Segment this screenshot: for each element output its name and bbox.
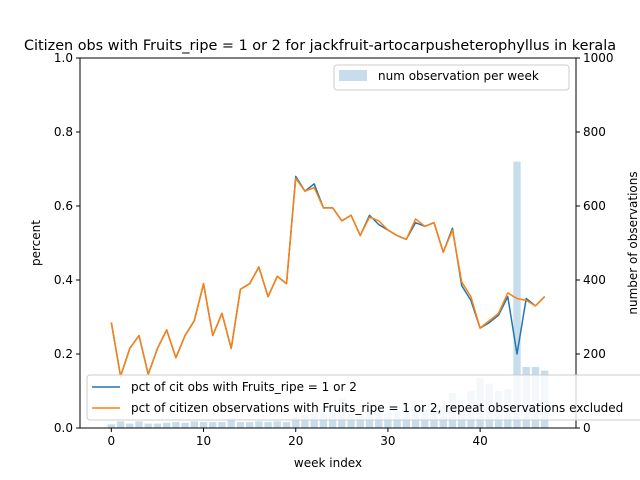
y2-tick-label: 800: [583, 125, 606, 139]
y2-tick-label: 200: [583, 347, 606, 361]
legend-label-series-2: pct of citizen observations with Fruits_…: [131, 401, 623, 415]
legend-swatch-bars: [339, 70, 367, 81]
bar: [245, 422, 254, 428]
bar: [264, 422, 272, 428]
line-series: [110, 175, 546, 377]
bar: [162, 422, 171, 428]
bar: [347, 413, 355, 428]
x-tick-label: 0: [108, 434, 116, 448]
bar: [116, 421, 125, 428]
bar: [172, 422, 180, 428]
bar: [209, 422, 217, 428]
x-tick-label: 20: [288, 434, 303, 448]
y-tick-label: 0.8: [54, 125, 73, 139]
bar: [273, 421, 281, 428]
bar: [513, 161, 521, 428]
bar: [144, 423, 152, 428]
bar: [126, 423, 134, 428]
y2-axis: 0 200 400 600 800 1000: [576, 51, 614, 435]
bar: [301, 415, 309, 428]
legend-label-bars: num observation per week: [378, 69, 539, 83]
y-tick-label: 1.0: [54, 51, 73, 65]
bar: [181, 422, 189, 428]
bar: [356, 413, 364, 428]
plot-frame: [79, 57, 577, 429]
chart-title: Citizen obs with Fruits_ripe = 1 or 2 fo…: [24, 38, 616, 54]
y2-tick-label: 1000: [583, 51, 614, 65]
x-tick-label: 30: [380, 434, 395, 448]
y-axis-label: percent: [29, 220, 43, 266]
series-line-2: [110, 177, 546, 377]
y-tick-label: 0.2: [54, 347, 73, 361]
bar: [292, 416, 300, 428]
bar: [135, 421, 143, 428]
legend-label-series-1: pct of cit obs with Fruits_ripe = 1 or 2: [131, 380, 357, 394]
legend-box: [86, 374, 640, 421]
y2-tick-label: 600: [583, 199, 606, 213]
x-tick-label: 40: [472, 434, 487, 448]
y2-tick-label: 0: [583, 421, 591, 435]
x-tick-label: 10: [196, 434, 211, 448]
y2-tick-label: 400: [583, 273, 606, 287]
bar: [255, 421, 263, 428]
y2-axis-label: number of observations: [626, 171, 640, 314]
bar: [218, 422, 226, 428]
bar: [282, 422, 291, 428]
y-tick-label: 0.0: [54, 421, 73, 435]
bar: [153, 423, 162, 428]
legend-lower: pct of cit obs with Fruits_ripe = 1 or 2…: [86, 374, 640, 421]
y-tick-label: 0.4: [54, 273, 73, 287]
bar: [384, 413, 392, 428]
bar: [236, 422, 245, 428]
bar: [199, 422, 208, 428]
bar: [107, 424, 116, 428]
x-axis-label: week index: [294, 456, 362, 470]
bar: [190, 421, 199, 428]
y-axis: 0.0 0.2 0.4 0.6 0.8 1.0: [54, 51, 80, 435]
bar: [319, 413, 328, 428]
y-tick-label: 0.6: [54, 199, 73, 213]
x-axis: 0 10 20 30 40: [108, 428, 488, 448]
legend-box: [333, 64, 570, 91]
legend-upper-right: num observation per week: [333, 64, 570, 91]
bar: [227, 418, 235, 428]
